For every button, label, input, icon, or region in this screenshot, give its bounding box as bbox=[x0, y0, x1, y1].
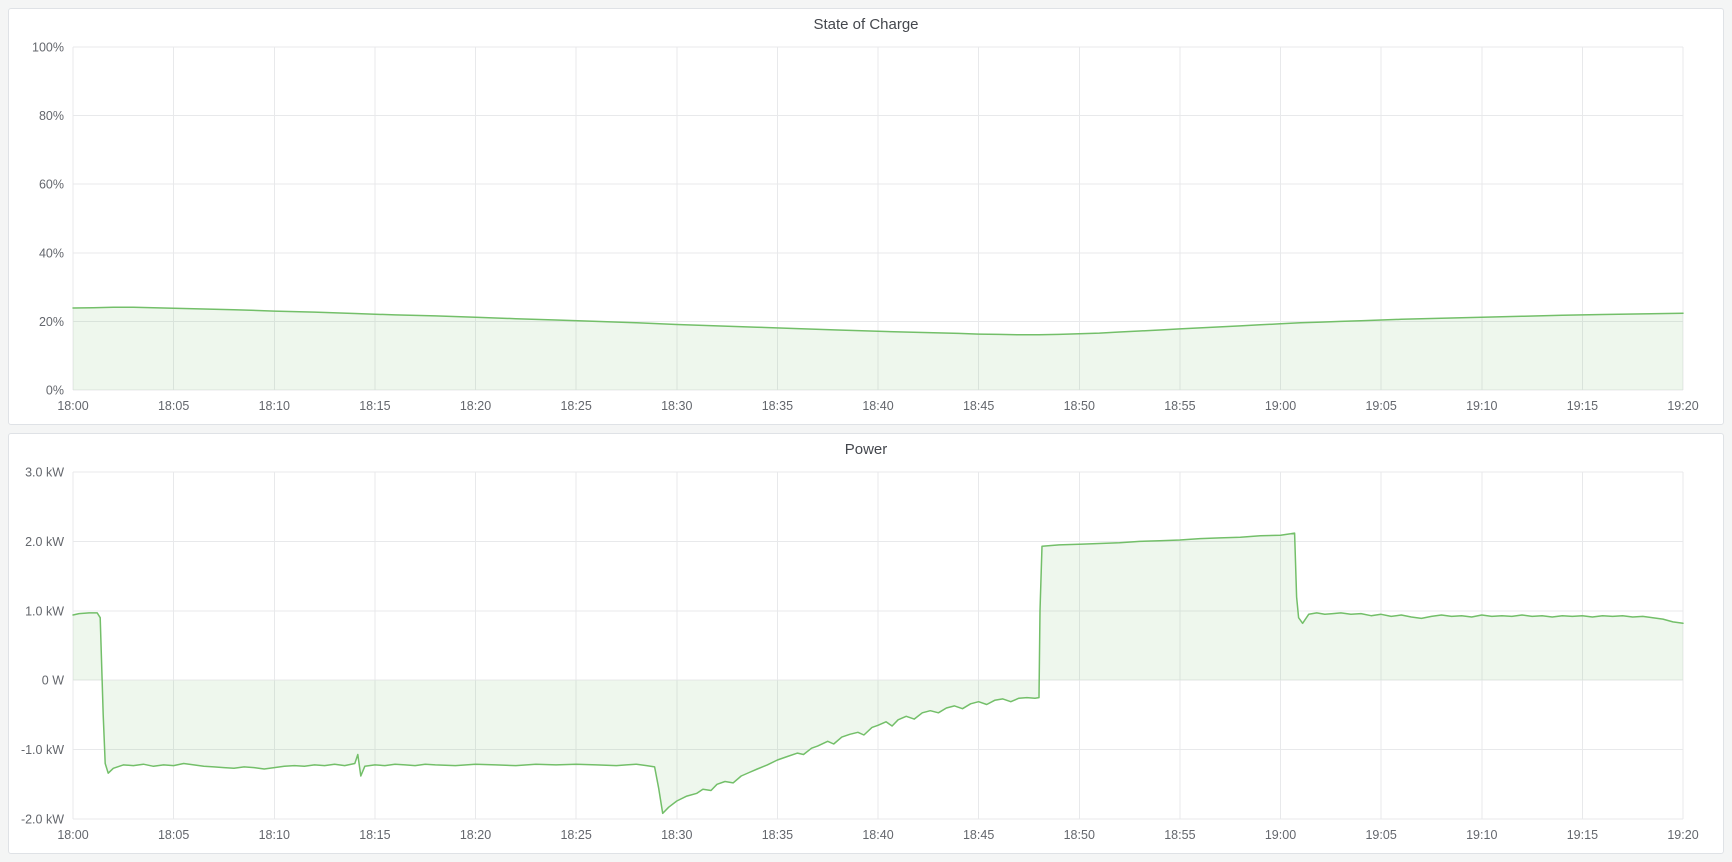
svg-text:19:00: 19:00 bbox=[1265, 399, 1296, 413]
svg-text:18:05: 18:05 bbox=[158, 828, 189, 842]
chart-svg: 18:00 18:05 18:10 18:15 18:20 18:25 18:30 18:35… bbox=[32, 41, 1699, 414]
svg-text:18:40: 18:40 bbox=[862, 828, 893, 842]
axis-tick-labels: 18:00 18:05 18:10 18:15 18:20 18:25 18:30 18:35… bbox=[32, 41, 1699, 414]
svg-text:18:10: 18:10 bbox=[259, 399, 290, 413]
svg-text:0 W: 0 W bbox=[42, 674, 64, 688]
svg-text:18:00: 18:00 bbox=[57, 828, 88, 842]
svg-text:19:15: 19:15 bbox=[1567, 399, 1598, 413]
svg-text:19:00: 19:00 bbox=[1265, 828, 1296, 842]
svg-text:18:45: 18:45 bbox=[963, 399, 994, 413]
series-line bbox=[72, 532, 1684, 815]
svg-text:3.0 kW: 3.0 kW bbox=[25, 466, 64, 480]
panel-title-state-of-charge[interactable]: State of Charge bbox=[813, 16, 919, 33]
svg-text:18:30: 18:30 bbox=[661, 828, 692, 842]
svg-text:18:25: 18:25 bbox=[560, 828, 591, 842]
svg-text:18:55: 18:55 bbox=[1164, 399, 1195, 413]
panel-power: Power 18:00 18:05 18:10 18:15 18:20 18:25 18:3… bbox=[8, 433, 1724, 854]
series-line bbox=[72, 306, 1684, 336]
svg-text:2.0 kW: 2.0 kW bbox=[25, 535, 64, 549]
axis-tick-labels: 18:00 18:05 18:10 18:15 18:20 18:25 18:30 18:35… bbox=[21, 466, 1699, 843]
svg-text:40%: 40% bbox=[39, 246, 64, 260]
svg-text:18:35: 18:35 bbox=[762, 828, 793, 842]
svg-text:19:05: 19:05 bbox=[1365, 399, 1396, 413]
svg-text:18:05: 18:05 bbox=[158, 399, 189, 413]
svg-text:18:15: 18:15 bbox=[359, 828, 390, 842]
svg-text:18:20: 18:20 bbox=[460, 399, 491, 413]
svg-text:100%: 100% bbox=[32, 41, 64, 55]
svg-text:18:45: 18:45 bbox=[963, 828, 994, 842]
svg-text:18:10: 18:10 bbox=[259, 828, 290, 842]
panel-title-power[interactable]: Power bbox=[844, 441, 888, 458]
svg-text:19:05: 19:05 bbox=[1365, 828, 1396, 842]
svg-text:0%: 0% bbox=[46, 384, 64, 398]
svg-text:18:30: 18:30 bbox=[661, 399, 692, 413]
svg-text:18:40: 18:40 bbox=[862, 399, 893, 413]
svg-text:18:35: 18:35 bbox=[762, 399, 793, 413]
svg-text:-2.0 kW: -2.0 kW bbox=[21, 813, 64, 827]
svg-text:60%: 60% bbox=[39, 178, 64, 192]
svg-text:18:55: 18:55 bbox=[1164, 828, 1195, 842]
svg-text:18:20: 18:20 bbox=[460, 828, 491, 842]
svg-text:18:25: 18:25 bbox=[560, 399, 591, 413]
svg-text:19:10: 19:10 bbox=[1466, 399, 1497, 413]
svg-text:19:15: 19:15 bbox=[1567, 828, 1598, 842]
panel-state-of-charge: State of Charge 18:00 18:05 18:10 18:15 18:2… bbox=[8, 8, 1724, 425]
svg-text:20%: 20% bbox=[39, 315, 64, 329]
state-of-charge-chart-canvas[interactable]: 18:00 18:05 18:10 18:15 18:20 18:25 18:30 18:35… bbox=[9, 39, 1723, 424]
svg-text:18:00: 18:00 bbox=[57, 399, 88, 413]
svg-text:19:10: 19:10 bbox=[1466, 828, 1497, 842]
svg-text:19:20: 19:20 bbox=[1667, 399, 1698, 413]
svg-text:-1.0 kW: -1.0 kW bbox=[21, 743, 64, 757]
svg-text:18:50: 18:50 bbox=[1064, 828, 1095, 842]
chart-svg: 18:00 18:05 18:10 18:15 18:20 18:25 18:30 18:35… bbox=[21, 466, 1699, 843]
svg-text:19:20: 19:20 bbox=[1667, 828, 1698, 842]
svg-text:18:15: 18:15 bbox=[359, 399, 390, 413]
svg-text:1.0 kW: 1.0 kW bbox=[25, 604, 64, 618]
svg-text:80%: 80% bbox=[39, 109, 64, 123]
svg-text:18:50: 18:50 bbox=[1064, 399, 1095, 413]
power-chart-canvas[interactable]: 18:00 18:05 18:10 18:15 18:20 18:25 18:30 18:35… bbox=[9, 464, 1723, 853]
